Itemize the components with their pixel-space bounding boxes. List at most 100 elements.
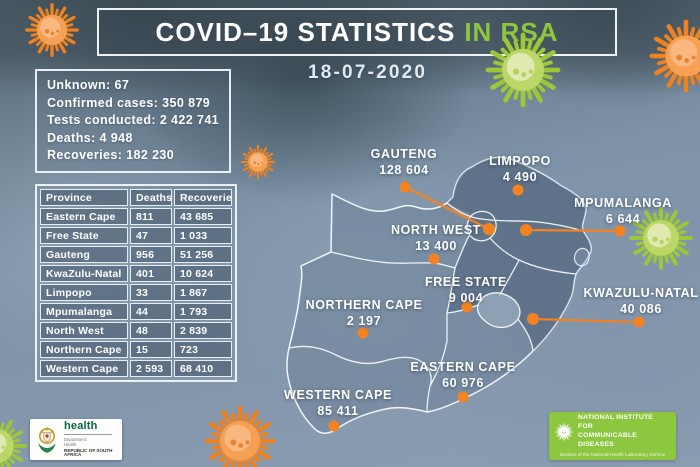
table-cell: 48 [130,322,172,339]
header: COVID–19 STATISTICS IN RSA [97,8,617,56]
virus-icon [241,145,275,179]
map-dot [461,301,473,313]
country-outline [286,156,592,434]
table-cell: 33 [130,284,172,301]
province-cases: 13 400 [415,239,457,253]
province-name: MPUMALANGA [574,196,672,210]
map-connector-line [404,186,490,230]
map-label-free-state: FREE STATE 9 004 [425,274,507,306]
lesotho-outline [476,292,521,329]
virus-icon [26,4,78,56]
map-dot [633,316,645,328]
table-cell: 1 793 [174,303,232,320]
health-logo: health Department: Health REPUBLIC OF SO… [30,419,122,460]
map-dot [428,253,440,265]
table-cell: 723 [174,341,232,358]
table-header-row: ProvinceDeathsRecoveries [40,189,232,206]
virus-icon [206,407,274,467]
table-row: North West 48 2 839 [40,322,232,339]
province-cases: 4 490 [502,170,538,184]
summary-stat-unknown: Unknown: 67 [47,78,130,92]
table-cell: 43 685 [174,208,232,225]
table-cell: Eastern Cape [40,208,128,225]
summary-stat-confirmed-cases: Confirmed cases: 350 879 [47,95,211,110]
table-cell: 51 256 [174,246,232,263]
province-name: FREE STATE [425,275,507,289]
health-dept-line: Department: [64,436,88,442]
eastern-provinces-shading [447,157,592,351]
nicd-logo-top: NATIONAL INSTITUTE FOR COMMUNICABLE DISE… [555,414,670,449]
nicd-title-line2: COMMUNICABLE DISEASES [578,432,638,448]
virus-icon [631,208,691,268]
map-dot [527,313,539,325]
map-dot [457,391,469,403]
table-cell: 15 [130,341,172,358]
table-row: Mpumalanga 44 1 793 [40,303,232,320]
divider [64,434,112,436]
table-cell: KwaZulu-Natal [40,265,128,282]
summary-stat-tests-conducted: Tests conducted: 2 422 741 [47,113,220,127]
column-header: Deaths [130,189,172,206]
map-connector-line [525,228,621,233]
map-label-gauteng: GAUTENG 128 604 [371,146,438,178]
map-dot [357,327,369,339]
table-cell: Gauteng [40,246,128,263]
province-cases: 40 086 [620,302,662,316]
nicd-subtitle: Division of the National Health Laborato… [559,452,666,458]
page-title: COVID–19 STATISTICS [155,16,456,47]
map-label-mpumalanga: MPUMALANGA 6 644 [574,195,672,227]
map-dot [483,223,495,235]
map-connector-line [532,317,640,324]
nicd-title: NATIONAL INSTITUTE FOR COMMUNICABLE DISE… [578,414,670,449]
health-dept-line: Health [64,442,77,448]
table-row: Northern Cape 15 723 [40,341,232,358]
province-name: NORTHERN CAPE [305,298,423,312]
table-cell: 2 593 [130,360,172,377]
eswatini-outline [573,247,590,267]
province-name: WESTERN CAPE [284,388,392,402]
map-label-western-cape: WESTERN CAPE 85 411 [284,387,392,419]
table-cell: 47 [130,227,172,244]
map-label-northern-cape: NORTHERN CAPE 2 197 [306,297,423,329]
column-header: Province [40,189,128,206]
nicd-logo: NATIONAL INSTITUTE FOR COMMUNICABLE DISE… [549,412,676,460]
map-label-eastern-cape: EASTERN CAPE 60 976 [410,359,515,391]
virus-icon [0,418,25,467]
table-cell: 811 [130,208,172,225]
map-dot [512,184,524,196]
table-row: Eastern Cape 811 43 685 [40,208,232,225]
table-cell: 956 [130,246,172,263]
summary-panel: Unknown: 67 Confirmed cases: 350 879 Tests… [35,69,231,173]
virus-icon [651,21,700,91]
table-row: Gauteng 956 51 256 [40,246,232,263]
table-cell: North West [40,322,128,339]
report-date: 18-07-2020 [308,62,428,83]
table-cell: 1 867 [174,284,232,301]
map-dot [328,420,340,432]
health-logo-text: health Department: Health REPUBLIC OF SO… [64,421,117,458]
map-dot [614,225,626,237]
coat-of-arms-icon [38,425,56,453]
nicd-title-line1: NATIONAL INSTITUTE FOR [578,414,654,431]
province-cases: 9 004 [448,291,484,305]
table-row: Western Cape 2 593 68 410 [40,360,232,377]
health-wordmark: health [64,420,98,433]
table-cell: 10 624 [174,265,232,282]
province-name: NORTH WEST [390,223,482,237]
table-cell: 2 839 [174,322,232,339]
page-title-accent: IN RSA [464,16,559,47]
map-label-north-west: NORTH WEST 13 400 [391,222,481,254]
province-name: LIMPOPO [489,154,551,168]
province-cases: 128 604 [379,163,429,177]
province-cases: 6 644 [605,212,641,226]
province-name: EASTERN CAPE [410,360,516,374]
map-dot [399,181,411,193]
province-name: KWAZULU-NATAL [583,286,699,300]
table-cell: 68 410 [174,360,232,377]
table-cell: Free State [40,227,128,244]
province-name: GAUTENG [370,147,438,161]
table-cell: 44 [130,303,172,320]
map-label-kwazulu-natal: KWAZULU-NATAL 40 086 [584,285,699,317]
summary-stat-recoveries: Recoveries: 182 230 [47,148,175,162]
